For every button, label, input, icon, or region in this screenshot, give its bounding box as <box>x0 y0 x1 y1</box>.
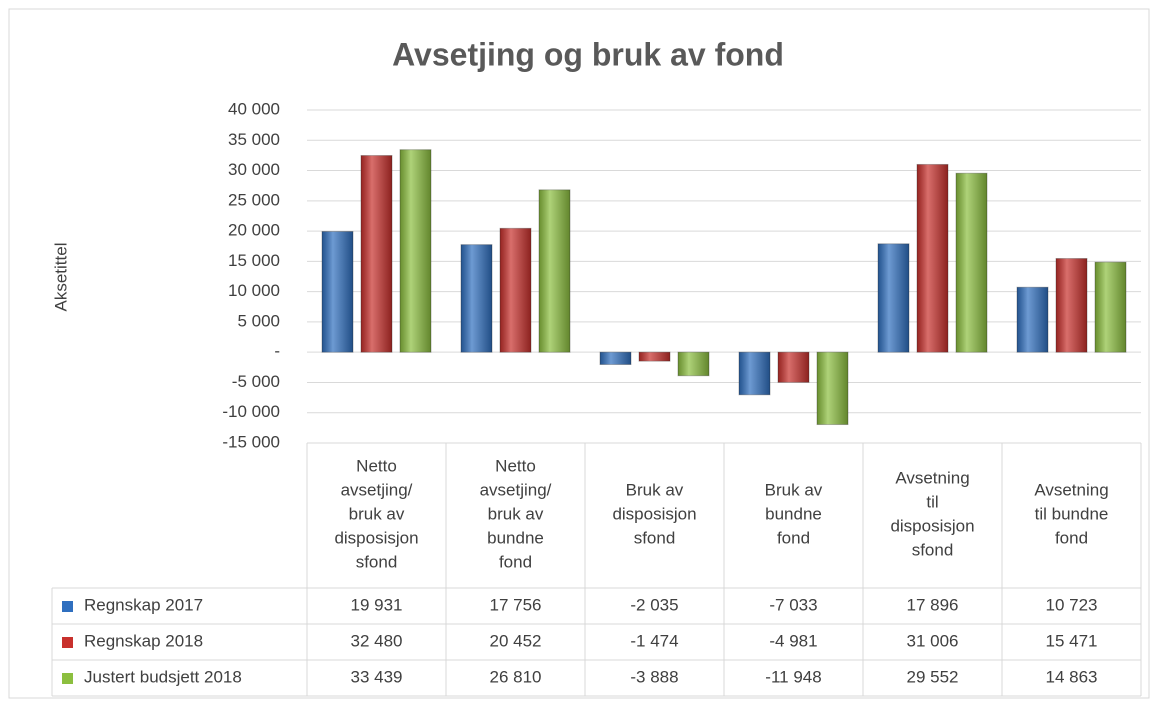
bar <box>877 243 910 353</box>
table-value: -2 035 <box>630 595 678 614</box>
table-value: 31 006 <box>907 631 959 650</box>
table-value: 19 931 <box>351 595 403 614</box>
x-tick-label: Netto avsetjing/bruk av disposisjon sfond <box>334 457 418 572</box>
bar <box>1055 258 1088 353</box>
bar <box>538 189 571 353</box>
table-value: -1 474 <box>630 631 678 650</box>
table-value: -3 888 <box>630 667 678 686</box>
table-value: 26 810 <box>490 667 542 686</box>
y-axis-label: Aksetittel <box>51 243 70 312</box>
chart-frame <box>8 8 1150 699</box>
y-tick-label: 20 000 <box>228 221 280 240</box>
table-value: 17 896 <box>907 595 959 614</box>
table-value: 29 552 <box>907 667 959 686</box>
y-tick-label: 15 000 <box>228 251 280 270</box>
x-tick-label: Bruk av disposisjon sfond <box>612 481 696 548</box>
bar <box>360 155 393 353</box>
y-tick-label: 25 000 <box>228 190 280 209</box>
x-tick-label: Bruk av bundne fond <box>765 481 823 548</box>
bar <box>777 351 810 383</box>
table-value: 20 452 <box>490 631 542 650</box>
table-value: -4 981 <box>769 631 817 650</box>
bar <box>399 149 432 353</box>
y-tick-label: -10 000 <box>222 402 280 421</box>
bar <box>1016 286 1049 353</box>
y-tick-label: -15 000 <box>222 432 280 451</box>
legend-key <box>62 673 73 684</box>
legend-label: Justert budsjett 2018 <box>84 667 242 686</box>
table-value: -11 948 <box>765 667 821 686</box>
table-value: -7 033 <box>769 595 817 614</box>
x-tick-label: Avsetning til disposisjon sfond <box>890 469 974 560</box>
y-tick-label: 40 000 <box>228 99 280 118</box>
table-value: 10 723 <box>1046 595 1098 614</box>
y-tick-label: 35 000 <box>228 130 280 149</box>
bar <box>677 351 710 377</box>
table-value: 15 471 <box>1046 631 1098 650</box>
bar <box>738 351 771 396</box>
legend-key <box>62 637 73 648</box>
table-value: 14 863 <box>1046 667 1098 686</box>
y-tick-label: 30 000 <box>228 160 280 179</box>
x-tick-label: Netto avsetjing/bruk av bundne fond <box>480 457 552 572</box>
bar <box>460 244 493 353</box>
y-tick-label: 5 000 <box>237 311 280 330</box>
bar <box>916 163 949 353</box>
bar <box>321 231 354 353</box>
legend-label: Regnskap 2018 <box>84 631 203 650</box>
x-tick-label: Avsetning til bundne fond <box>1034 481 1108 548</box>
legend-label: Regnskap 2017 <box>84 595 203 614</box>
table-value: 32 480 <box>351 631 403 650</box>
bar <box>499 227 532 353</box>
bar <box>638 351 671 362</box>
bar <box>816 351 849 426</box>
chart-title: Avsetjing og bruk av fond <box>392 36 784 72</box>
y-tick-label: - <box>274 342 280 361</box>
bar <box>1094 261 1127 353</box>
y-tick-label: -5 000 <box>232 372 280 391</box>
bar <box>599 351 632 366</box>
table-value: 33 439 <box>351 667 403 686</box>
legend-key <box>62 601 73 612</box>
bar <box>955 172 988 353</box>
table-value: 17 756 <box>490 595 542 614</box>
y-tick-label: 10 000 <box>228 281 280 300</box>
